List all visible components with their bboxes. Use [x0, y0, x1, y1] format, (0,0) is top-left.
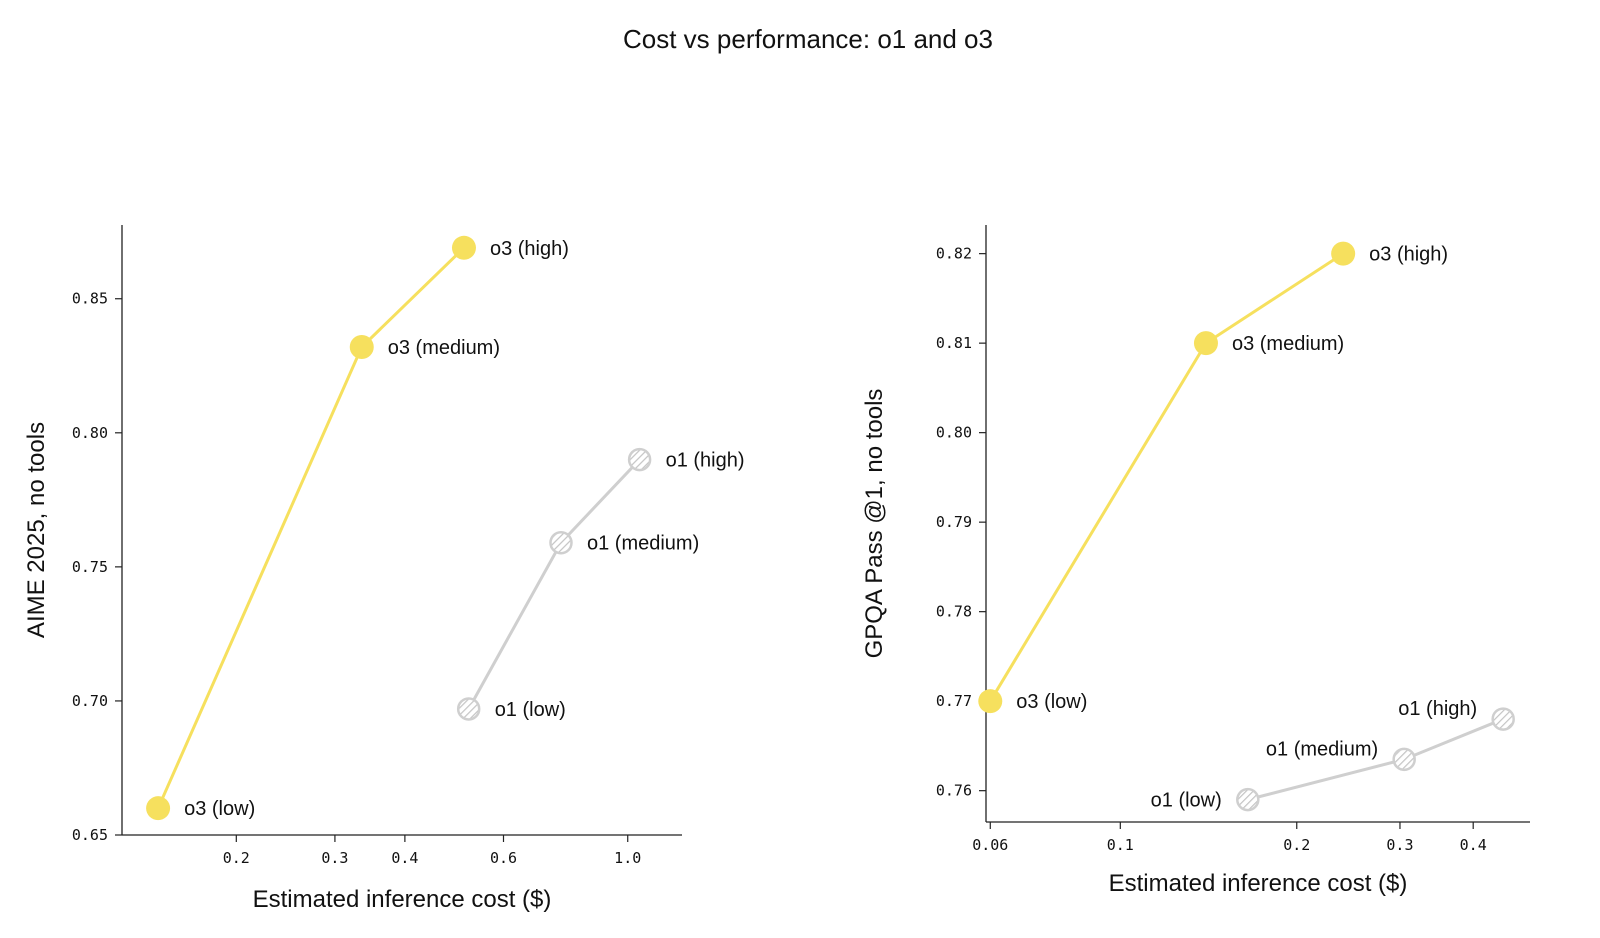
point-label: o3 (low)	[184, 798, 255, 820]
y-tick-label: 0.81	[936, 334, 972, 352]
o1-series-line	[467, 458, 641, 710]
o3-point	[978, 689, 1003, 714]
o1-point	[1491, 707, 1515, 731]
o1-point	[549, 530, 573, 555]
y-tick-label: 0.76	[936, 782, 972, 800]
y-tick-label: 0.78	[936, 603, 972, 621]
x-tick-label: 0.3	[1386, 836, 1413, 854]
x-tick-label: 1.0	[614, 849, 641, 867]
x-tick-label: 0.6	[490, 849, 517, 867]
o3-point	[146, 796, 171, 821]
figure-title: Cost vs performance: o1 and o3	[623, 24, 993, 54]
o3-point	[349, 335, 374, 359]
gpqa-chart: 0.76 0.77 0.78 0.79 0.80 0.81 0.82 0.06 0.1 0.2 0.…	[861, 225, 1530, 897]
x-tick-label: 0.4	[391, 849, 418, 867]
point-label: o1 (medium)	[1266, 738, 1378, 760]
y-tick-label: 0.70	[72, 692, 108, 710]
o3-point	[451, 235, 476, 260]
point-label: o1 (high)	[1398, 698, 1477, 720]
y-tick-label: 0.77	[936, 692, 972, 710]
x-tick-label: 0.2	[1283, 836, 1310, 854]
y-tick-label: 0.85	[72, 290, 108, 308]
aime-chart: 0.65 0.70 0.75 0.80 0.85 0.2 0.3 0.4 0.6 1.0 Estim…	[23, 225, 745, 913]
point-label: o3 (medium)	[1232, 333, 1344, 355]
point-label: o3 (high)	[1369, 244, 1448, 266]
y-axis-label: AIME 2025, no tools	[23, 422, 50, 638]
o3-point	[1193, 331, 1218, 356]
y-tick-label: 0.79	[936, 513, 972, 531]
y-tick-label: 0.65	[72, 826, 108, 844]
point-label: o1 (medium)	[587, 533, 699, 555]
y-axis-label: GPQA Pass @1, no tools	[861, 389, 888, 659]
y-tick-label: 0.80	[936, 424, 972, 442]
y-tick-label: 0.80	[72, 424, 108, 442]
o3-point	[1331, 241, 1356, 266]
point-label: o3 (medium)	[388, 337, 500, 359]
point-label: o1 (high)	[666, 450, 745, 472]
o1-point	[1392, 747, 1416, 772]
x-axis-label: Estimated inference cost ($)	[1109, 870, 1408, 897]
x-tick-label: 0.2	[223, 849, 250, 867]
x-tick-label: 0.06	[972, 836, 1008, 854]
point-label: o3 (low)	[1016, 691, 1087, 713]
y-tick-label: 0.82	[936, 245, 972, 263]
point-label: o3 (high)	[490, 238, 569, 260]
y-tick-label: 0.75	[72, 558, 108, 576]
point-label: o1 (low)	[495, 699, 566, 721]
o1-point	[1236, 787, 1260, 812]
o3-series-line	[156, 246, 466, 809]
x-tick-label: 0.4	[1460, 836, 1487, 854]
x-tick-label: 0.1	[1107, 836, 1134, 854]
x-axis-label: Estimated inference cost ($)	[253, 886, 552, 913]
o1-point	[627, 447, 652, 472]
point-label: o1 (low)	[1151, 790, 1222, 812]
o1-point	[456, 697, 481, 721]
o3-series-line	[988, 252, 1344, 702]
x-tick-label: 0.3	[321, 849, 348, 867]
